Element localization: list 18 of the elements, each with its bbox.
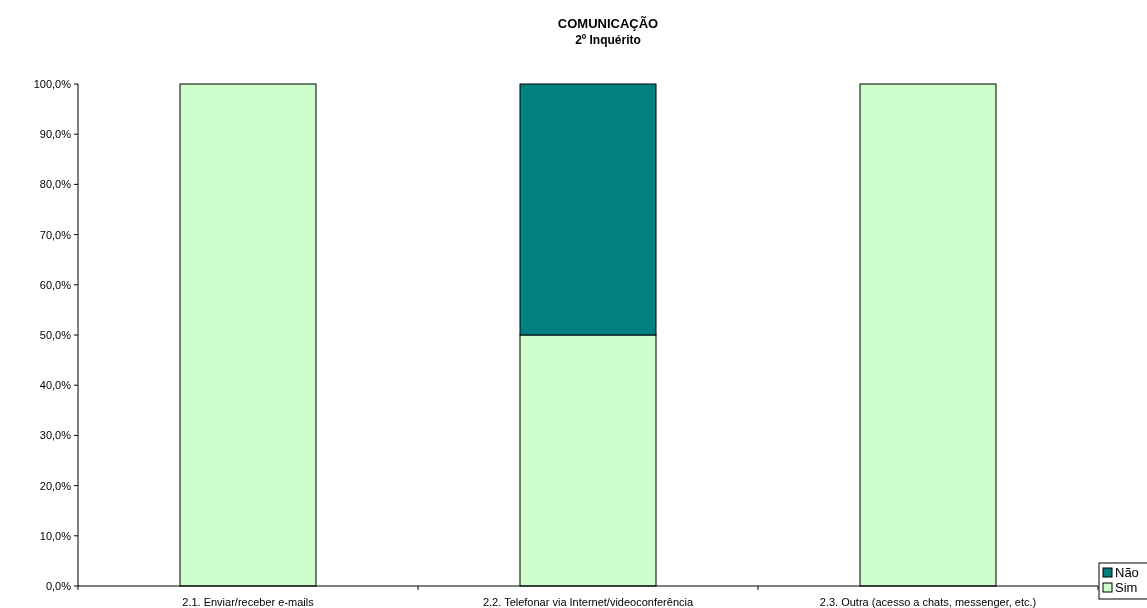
y-tick-label: 40,0% [39,379,72,392]
chart-subtitle: 2º Inquérito [575,33,641,47]
y-tick-label: 50,0% [39,329,72,341]
y-tick-label: 70,0% [39,228,72,241]
y-tick-label: 0,0% [45,580,72,592]
y-tick-label: 30,0% [39,429,72,442]
y-tick-label: 20,0% [39,479,72,492]
y-tick-label: 90,0% [39,128,72,141]
y-tick-label: 10,0% [39,529,72,542]
legend-label: Não [1115,565,1139,580]
chart-title: COMUNICAÇÃO [557,16,659,31]
x-tick-label: 2.2. Telefonar via Internet/videoconferência [482,596,694,608]
x-tick-label: 2.1. Enviar/receber e-mails [182,596,315,608]
x-tick-label: 2.3. Outra (acesso a chats, messenger, etc.) [819,596,1037,608]
y-tick-label: 80,0% [39,178,72,191]
y-tick-label: 60,0% [39,278,72,291]
legend-label: Sim [1115,580,1138,595]
y-tick-label: 100,0% [33,78,72,90]
